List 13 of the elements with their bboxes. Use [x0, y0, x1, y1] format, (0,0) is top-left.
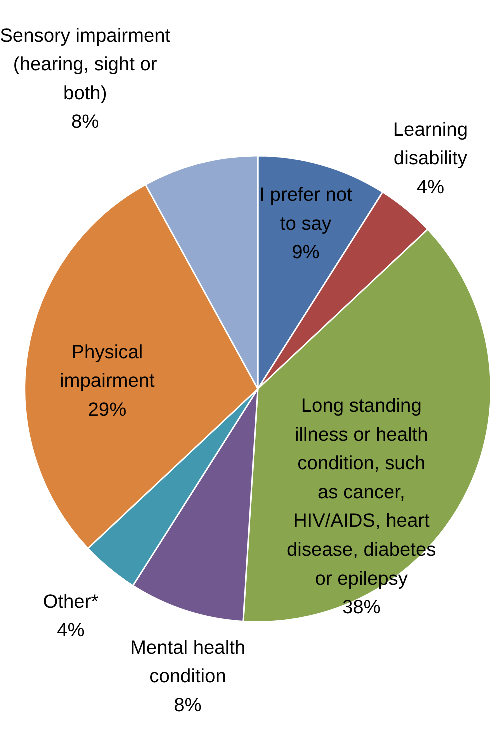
data-label: 8%	[174, 695, 202, 716]
data-label: 4%	[57, 620, 85, 642]
data-label: 9%	[292, 242, 320, 264]
data-label: 4%	[416, 177, 445, 198]
slice-label: Learning disability	[393, 120, 468, 170]
data-label: 38%	[342, 598, 381, 619]
slice-label: I prefer not to say	[260, 185, 354, 235]
data-label: 29%	[88, 400, 127, 421]
data-label: 8%	[72, 112, 100, 134]
slice-label: Physical impairment	[60, 342, 156, 392]
slice-label: Other*	[43, 592, 100, 613]
slice-label: Sensory impairment (hearing, sight or both)	[0, 26, 172, 104]
slice-label: Mental health condition	[130, 638, 246, 688]
